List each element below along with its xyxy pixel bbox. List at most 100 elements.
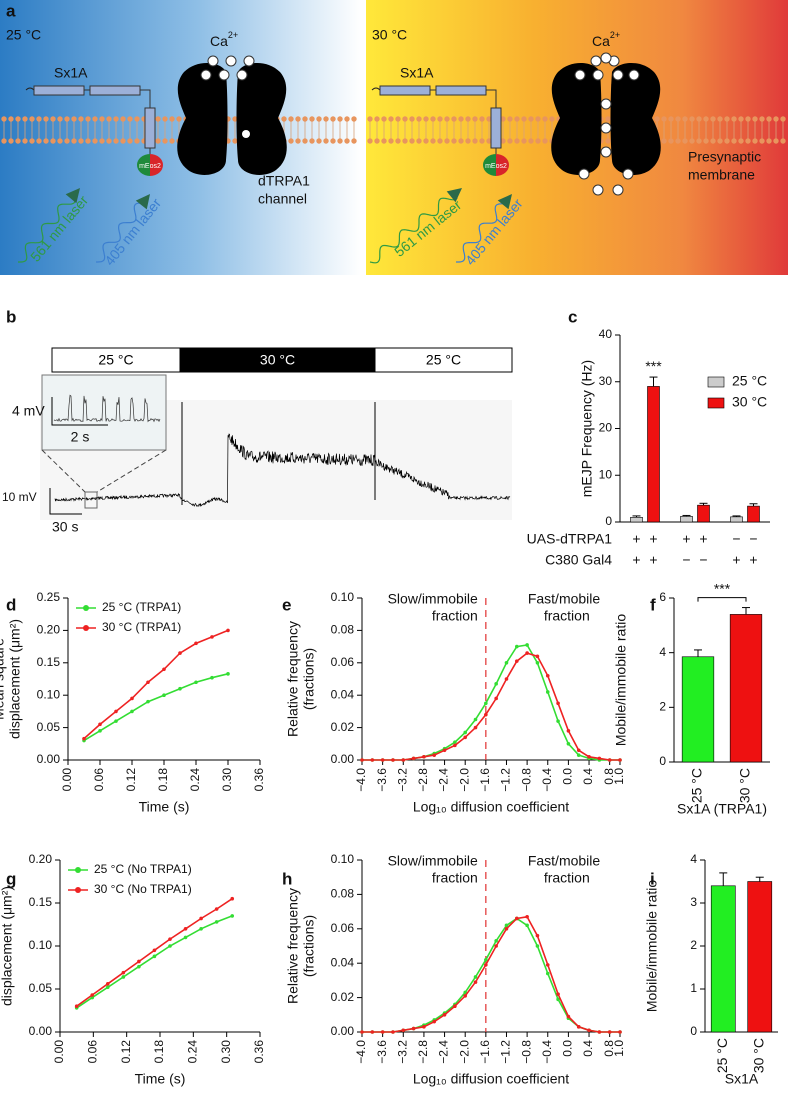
y-axis-label: displacement (μm²) xyxy=(7,619,23,739)
lipid-head xyxy=(416,116,422,122)
point xyxy=(98,729,102,733)
legend-label: 25 °C (No TRPA1) xyxy=(94,862,192,876)
ion-symbol: Ca xyxy=(210,33,228,49)
point xyxy=(82,736,86,741)
legend-marker xyxy=(75,887,81,893)
point xyxy=(380,758,385,762)
lipid-head xyxy=(162,138,168,144)
x-tick-label: −1.6 xyxy=(478,1040,492,1064)
point xyxy=(162,667,166,672)
point xyxy=(391,758,395,762)
bar xyxy=(647,386,660,523)
lipid-head xyxy=(444,138,450,144)
genotype-sign: − xyxy=(699,552,707,568)
lipid-head xyxy=(451,116,457,122)
significance: *** xyxy=(714,580,731,596)
legend-label: 30 °C (TRPA1) xyxy=(102,620,181,634)
point xyxy=(146,699,150,704)
legend-label: 25 °C (TRPA1) xyxy=(102,600,181,614)
point xyxy=(214,920,219,924)
calcium xyxy=(600,52,612,64)
y-tick-label: 0.04 xyxy=(331,687,355,701)
point xyxy=(463,730,468,735)
point xyxy=(401,758,406,762)
lipid-head xyxy=(22,116,28,122)
y-tick-label: 0.10 xyxy=(331,590,355,604)
y-tick-label: 0.02 xyxy=(331,720,355,734)
lipid-head xyxy=(451,138,457,144)
lipid-head xyxy=(106,116,112,122)
x-tick-label: 0.8 xyxy=(602,768,616,785)
x-axis-label: Sx1A xyxy=(725,1071,759,1087)
membrane-label: membrane xyxy=(688,167,755,183)
point xyxy=(183,927,188,931)
lipid-head xyxy=(169,138,175,144)
genotype-sign: + xyxy=(732,552,740,568)
series-line xyxy=(362,917,620,1033)
y-tick-label: 0.02 xyxy=(331,990,355,1004)
lipid-head xyxy=(500,138,506,144)
meos-green xyxy=(137,154,150,176)
lipid-head xyxy=(675,138,681,144)
laser-wave xyxy=(18,197,76,263)
calcium xyxy=(200,69,212,81)
voltage-trace xyxy=(54,433,511,508)
inset-scale xyxy=(51,397,108,426)
point xyxy=(473,980,478,984)
laser-arrowhead xyxy=(497,194,512,210)
temp-label: 30 °C xyxy=(260,352,295,368)
lipid-head xyxy=(127,116,133,122)
x-axis-label: Time (s) xyxy=(139,799,190,815)
point xyxy=(74,1004,79,1008)
x-tick-label: 30 °C xyxy=(737,768,753,803)
channel-label: channel xyxy=(258,191,307,207)
inset xyxy=(41,374,167,451)
lipid-head xyxy=(766,116,772,122)
scale-label: 10 mV xyxy=(2,490,37,504)
x-tick-label: 0.18 xyxy=(152,1040,166,1064)
point xyxy=(494,939,498,943)
linker xyxy=(371,87,381,91)
point xyxy=(380,1030,385,1034)
point xyxy=(494,696,498,701)
lipid-head xyxy=(766,138,772,144)
point xyxy=(137,959,141,964)
lipid-head xyxy=(507,138,513,144)
y-tick-label: 2 xyxy=(659,700,666,714)
ion-label: Ca2+ xyxy=(210,30,238,48)
series-line xyxy=(83,673,229,742)
lipid-head xyxy=(465,116,471,122)
x-tick-label: 25 °C xyxy=(689,768,705,803)
bar xyxy=(630,517,643,523)
point xyxy=(360,758,364,762)
point xyxy=(484,957,488,962)
point xyxy=(545,971,550,976)
legend-label: 30 °C (No TRPA1) xyxy=(94,882,192,896)
lipid-head xyxy=(479,138,485,144)
x-tick-label: −1.2 xyxy=(499,1040,513,1064)
point xyxy=(566,729,571,733)
panel-label: e xyxy=(282,595,291,614)
lipid-head xyxy=(738,116,744,122)
meos-green xyxy=(483,154,496,176)
sx1a-domain xyxy=(89,85,141,96)
x-tick-label: −3.6 xyxy=(375,768,389,792)
point xyxy=(473,717,478,722)
point xyxy=(453,1004,457,1008)
lipid-head xyxy=(85,116,91,122)
point xyxy=(178,686,182,691)
annotation: Fast/mobile xyxy=(528,853,601,869)
calcium xyxy=(218,69,230,81)
zoom-box xyxy=(84,491,98,509)
point xyxy=(494,682,498,686)
point xyxy=(618,758,622,762)
x-tick-label: −3.2 xyxy=(395,768,409,792)
point xyxy=(587,1028,591,1033)
lipid-head xyxy=(29,116,35,122)
genotype-sign: + xyxy=(632,552,640,568)
temperature: 25 °C xyxy=(6,27,41,43)
panel-label: g xyxy=(6,869,16,888)
lipid-head xyxy=(731,116,737,122)
annotation: Fast/mobile xyxy=(528,591,601,607)
